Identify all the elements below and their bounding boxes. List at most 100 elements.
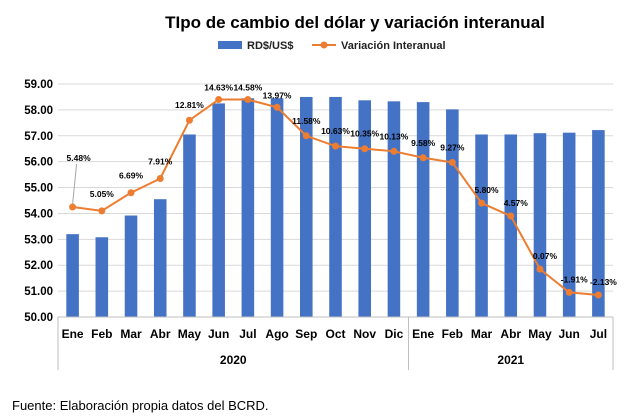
data-label: 12.81% [175,100,204,110]
x-tick-label: Jul [590,327,607,341]
legend-swatch-marker [320,41,328,49]
bar [358,100,371,317]
data-label: 0.07% [533,251,558,261]
line-point [536,265,544,273]
bar [124,215,138,317]
bar [241,98,255,317]
bar [387,101,401,318]
data-label: 9.27% [440,142,465,152]
x-tick-label: Feb [91,327,112,341]
year-label: 2021 [497,353,524,367]
data-label: 10.13% [379,131,408,141]
y-tick-label: 59.00 [24,79,53,91]
data-label: 10.35% [350,129,379,139]
bar [504,134,518,317]
bar [592,130,605,317]
data-label: 5.80% [474,185,499,195]
x-tick-label: May [178,327,202,341]
line-point [478,199,486,207]
bar [270,98,284,317]
bar [475,134,488,317]
source-note: Fuente: Elaboración propia datos del BCR… [12,398,269,413]
data-label: 13.97% [263,90,292,100]
bar [183,134,196,317]
bar-series [66,96,605,318]
bar [329,96,342,317]
line-point [302,132,310,140]
y-tick-label: 56.00 [24,157,53,169]
line-point [185,116,193,124]
y-tick-label: 54.00 [24,208,53,220]
data-label: 9.58% [411,138,436,148]
year-label: 2020 [220,353,247,367]
y-tick-label: 58.00 [24,105,53,117]
line-point [390,147,398,155]
line-series [69,96,602,299]
line-point [507,212,515,220]
data-labels: 5.48% 5.05% 6.69% 7.91% 12.81%14.63% 14.58%13… [67,83,618,287]
x-tick-label: Dic [385,327,404,341]
x-tick-label: Abr [150,327,171,341]
y-tick-label: 55.00 [24,183,53,195]
x-tick-label: Ene [62,327,84,341]
line-point [361,145,369,153]
legend-line-label: Variación Interanual [341,40,446,52]
x-tick-label: Mar [120,327,142,341]
line-point [156,174,164,182]
x-tick-label: Jun [559,327,580,341]
x-tick-label: Sep [295,327,317,341]
y-tick-label: 53.00 [24,234,53,246]
bar [562,132,576,317]
x-tick-label: Mar [471,327,493,341]
x-tick-label: Abr [500,327,521,341]
x-tick-label: Nov [353,327,376,341]
y-tick-label: 50.00 [24,312,53,324]
legend-bar-label: RD$/US$ [247,40,293,52]
line-point [448,158,456,166]
line-point [69,203,77,211]
x-tick-label: Ago [265,327,288,341]
data-label: 14.63% [204,83,233,93]
legend: RD$/US$ Variación Interanual [218,40,446,52]
bar [212,103,225,318]
x-tick-label: Ene [412,327,434,341]
x-tick-label: May [528,327,552,341]
line-point [419,154,427,162]
data-label: 11.58% [292,116,321,126]
legend-swatch-bar [218,41,242,49]
y-tick-label: 52.00 [24,260,53,272]
chart-title: TIpo de cambio del dólar y variación int… [165,13,545,32]
x-tick-label: Jun [208,327,229,341]
x-tick-label: Oct [325,327,345,341]
line-point [127,189,135,197]
data-label: 10.63% [321,126,350,136]
line-point [273,103,281,111]
line-point [332,142,339,150]
x-tick-label: Jul [239,327,256,341]
data-label: -2.13% [590,277,617,287]
y-tick-label: 51.00 [24,286,53,298]
data-label: -1.91% [561,274,588,284]
line-point [594,291,602,299]
bar [66,234,79,317]
bar [416,102,430,317]
line-point [565,288,573,296]
label-leader [72,163,78,205]
line-point [98,207,106,215]
line-point [244,96,252,104]
data-label: 7.91% [148,156,173,166]
bar [446,109,459,317]
data-label: 4.57% [504,198,529,208]
x-tick-label: Feb [442,327,463,341]
line-point [215,96,223,104]
data-label: 5.48% [67,153,92,163]
bar [95,237,109,317]
axes: 50.00 51.00 52.00 53.00 54.00 55.00 56.00 57.00… [24,79,614,370]
data-label: 14.58% [233,83,262,93]
chart-svg: TIpo de cambio del dólar y variación int… [24,13,618,370]
bar [153,199,167,317]
bar [533,133,547,317]
data-label: 6.69% [119,171,144,181]
data-label: 5.05% [90,189,115,199]
